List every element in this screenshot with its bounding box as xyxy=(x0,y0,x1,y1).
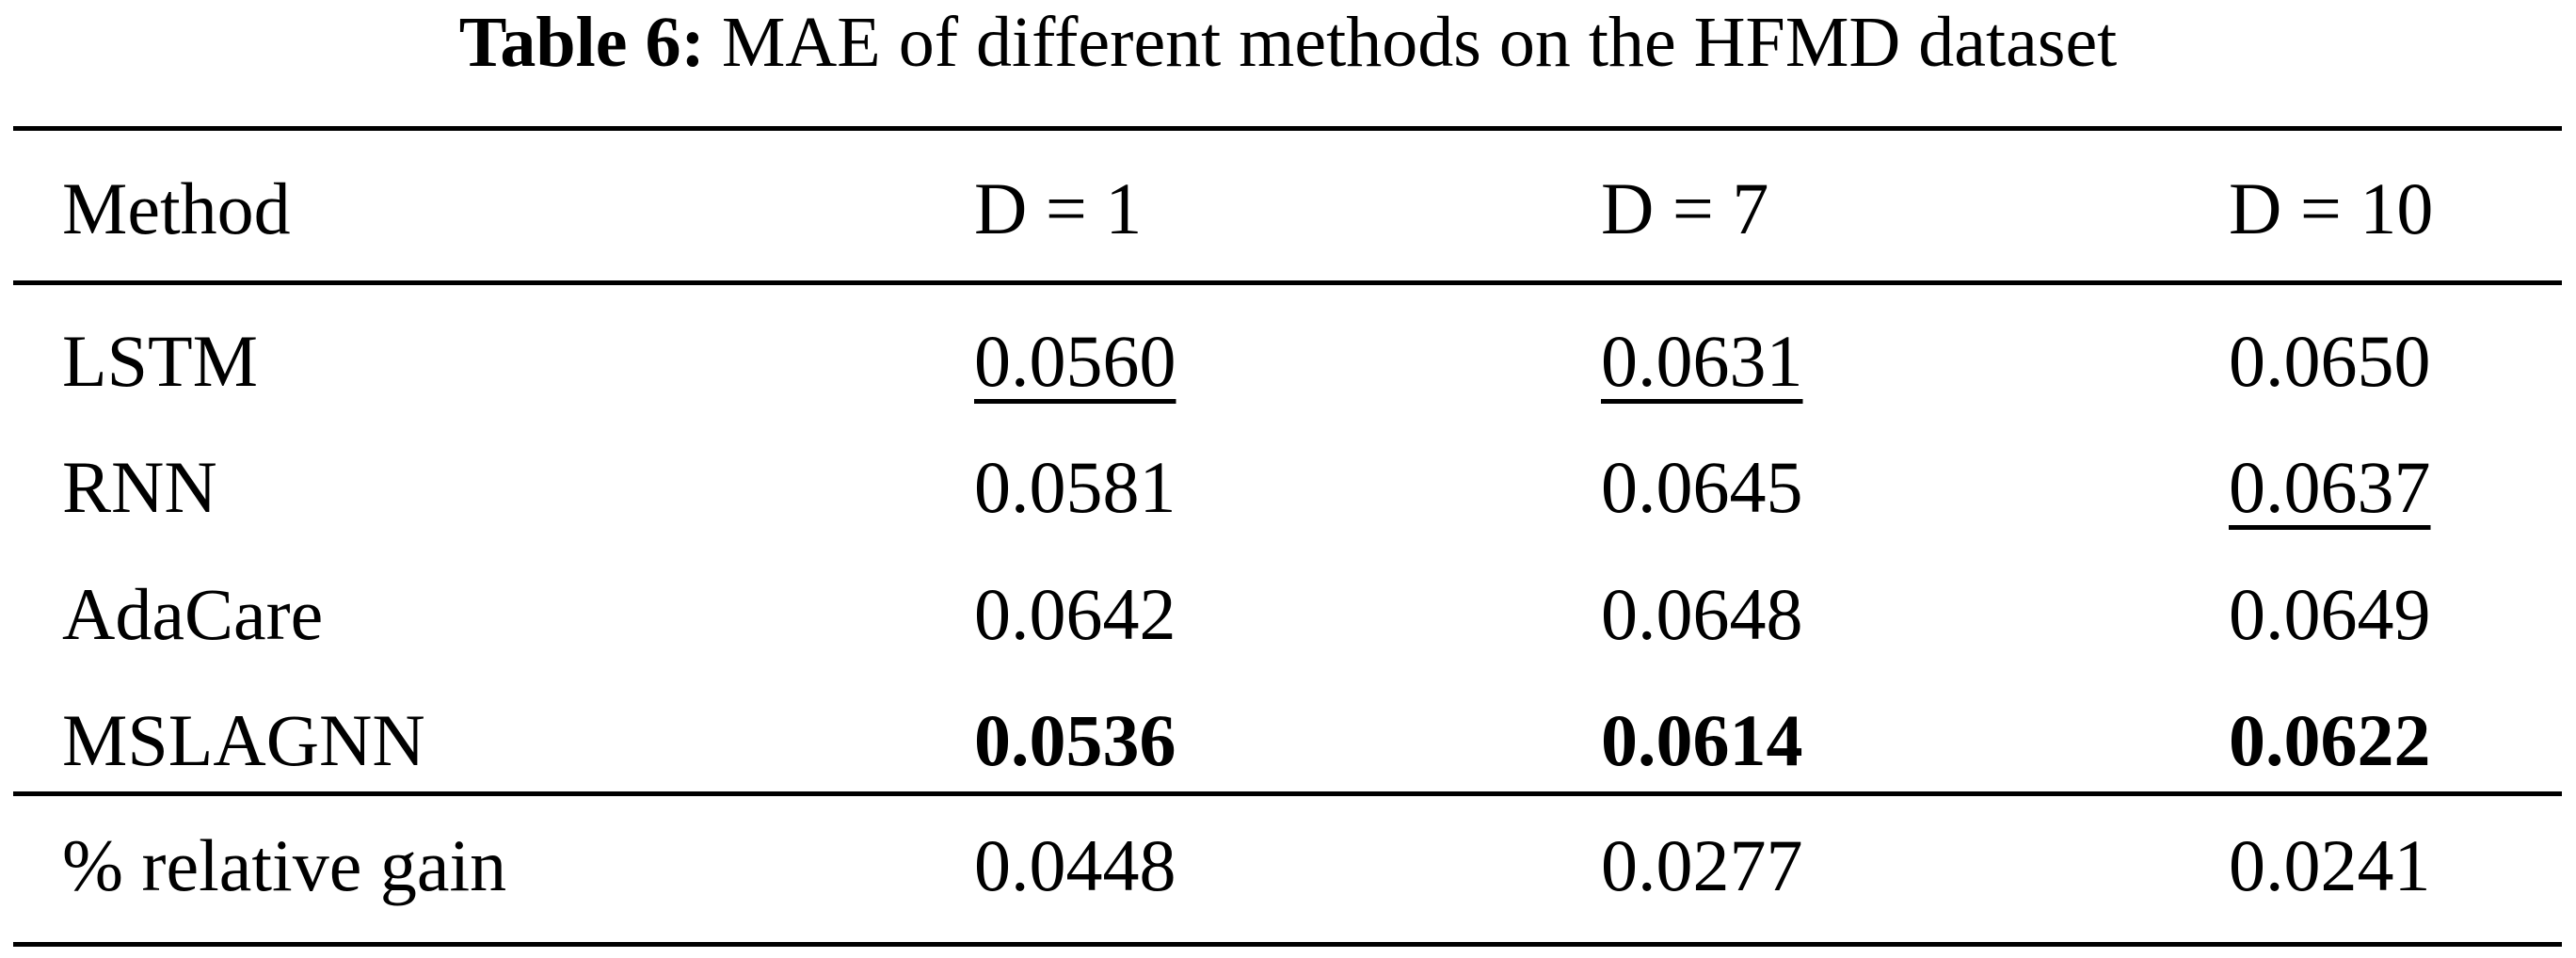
caption-text: MAE of different methods on the HFMD dat… xyxy=(721,3,2118,82)
table-cell: AdaCare xyxy=(62,573,324,655)
header-cell: D = 1 xyxy=(974,168,1143,249)
table-cell: 0.0650 xyxy=(2229,320,2431,402)
header-cell: D = 10 xyxy=(2229,168,2434,249)
table-cell: MSLAGNN xyxy=(62,699,425,781)
top-rule xyxy=(13,126,2562,131)
header-cell: D = 7 xyxy=(1601,168,1769,249)
table-cell: 0.0631 xyxy=(1601,320,1803,402)
footer-cell: 0.0241 xyxy=(2229,824,2431,906)
table-cell: 0.0581 xyxy=(974,446,1176,528)
table-cell: 0.0560 xyxy=(974,320,1176,402)
mid-rule xyxy=(13,791,2562,796)
table-cell: 0.0637 xyxy=(2229,446,2431,528)
header-cell: Method xyxy=(62,168,291,249)
footer-cell: % relative gain xyxy=(62,824,507,906)
table-cell: RNN xyxy=(62,446,217,528)
table-cell: 0.0536 xyxy=(974,699,1176,781)
table-caption: Table 6: MAE of different methods on the … xyxy=(0,0,2576,85)
caption-label: Table 6: xyxy=(458,3,705,82)
footer-cell: 0.0448 xyxy=(974,824,1176,906)
mid-rule xyxy=(13,280,2562,285)
footer-cell: 0.0277 xyxy=(1601,824,1803,906)
table-cell: 0.0648 xyxy=(1601,573,1803,655)
bottom-rule xyxy=(13,942,2562,947)
table-cell: LSTM xyxy=(62,320,259,402)
table-cell: 0.0622 xyxy=(2229,699,2431,781)
table-cell: 0.0642 xyxy=(974,573,1176,655)
table-cell: 0.0645 xyxy=(1601,446,1803,528)
table-cell: 0.0649 xyxy=(2229,573,2431,655)
table-cell: 0.0614 xyxy=(1601,699,1803,781)
